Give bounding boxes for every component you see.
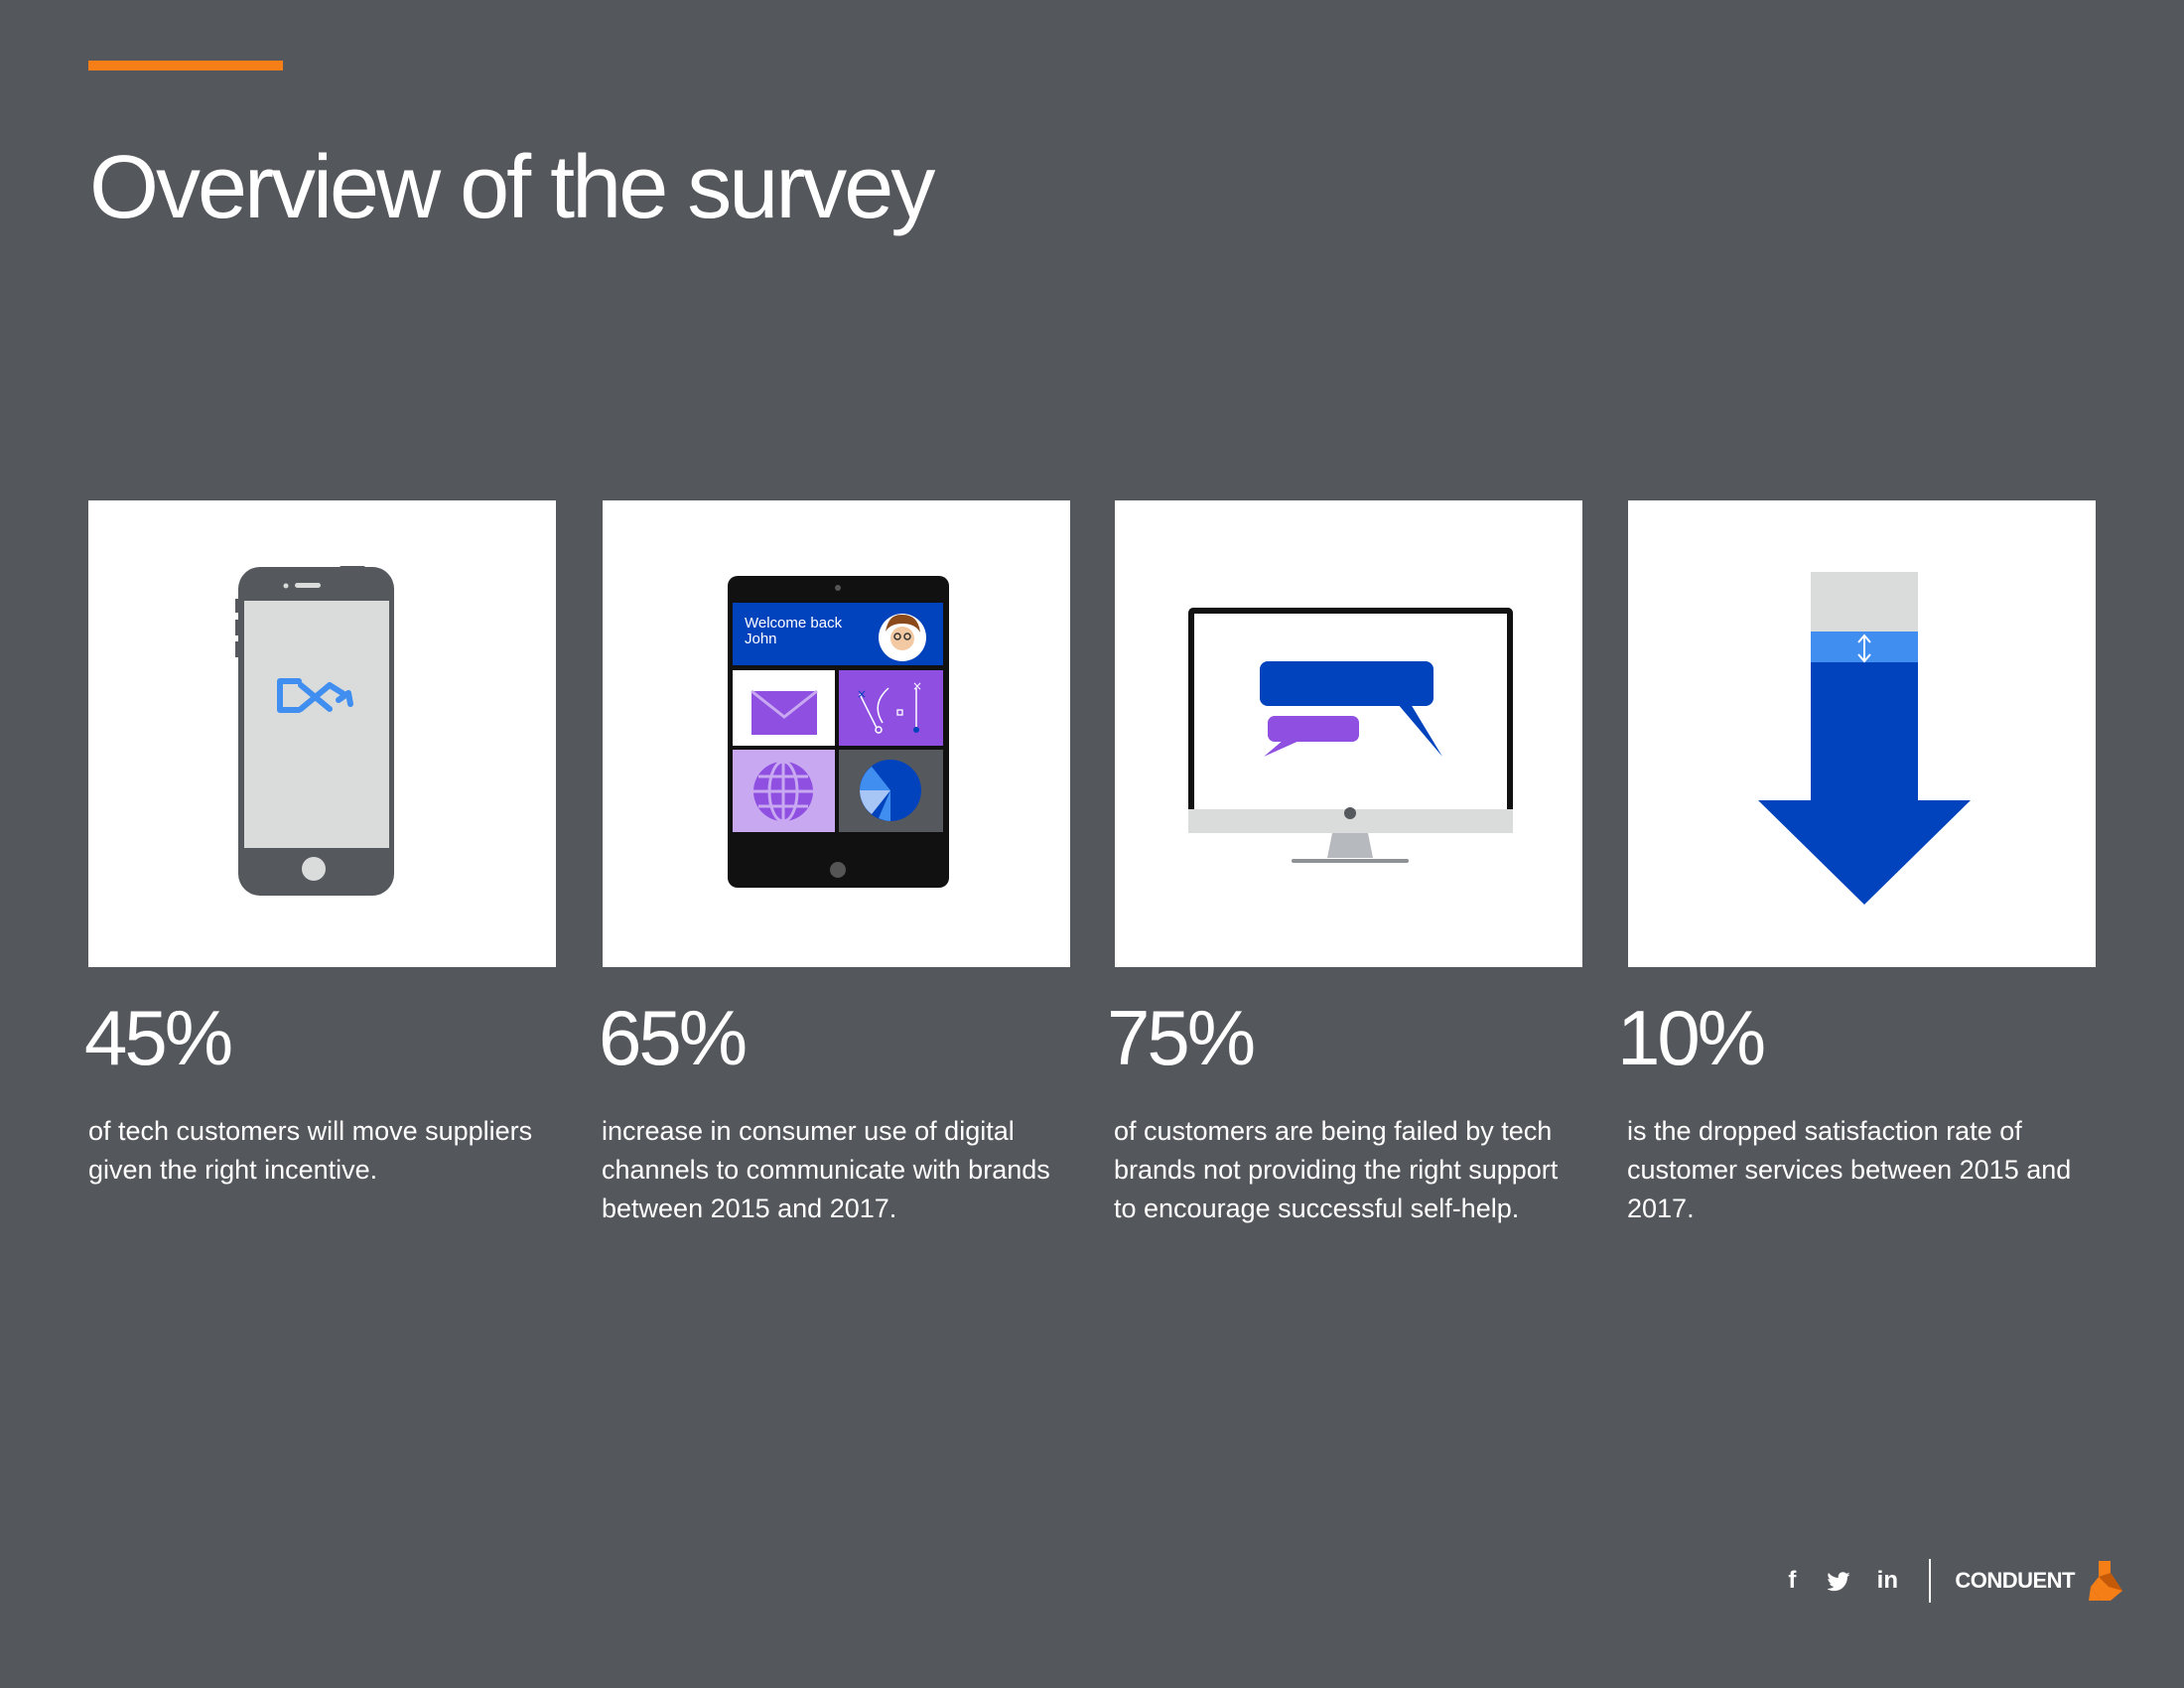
facebook-icon[interactable]: f	[1788, 1567, 1797, 1594]
footer: f in CONDUENT	[1768, 1554, 2128, 1608]
stat-value-1: 45%	[84, 994, 233, 1081]
stat-description-4: is the dropped satisfaction rate of cust…	[1627, 1116, 2072, 1223]
stat-value-4: 10%	[1617, 994, 1766, 1081]
page-title: Overview of the survey	[89, 138, 935, 237]
brand-name: CONDUENT	[1955, 1568, 2075, 1593]
stat-description-2: increase in consumer use of digital chan…	[602, 1116, 1050, 1223]
accent-bar	[88, 61, 283, 70]
stat-description-3: of customers are being failed by tech br…	[1114, 1116, 1559, 1223]
stat-value-2: 65%	[599, 994, 748, 1081]
down-arrow-icon	[1758, 572, 1971, 905]
tablet-user-name: John	[745, 631, 777, 647]
desktop-chat-icon	[1188, 608, 1513, 863]
svg-text:×: ×	[857, 687, 867, 701]
stat-card-3	[1115, 500, 1582, 967]
stat-card-4	[1628, 500, 2096, 967]
stat-value-3: 75%	[1107, 994, 1256, 1081]
conduent-logo	[2089, 1561, 2122, 1601]
stat-card-2: Welcome back John × ×	[603, 500, 1070, 967]
stat-description-1: of tech customers will move suppliers gi…	[88, 1116, 533, 1185]
stat-card-1	[88, 500, 556, 967]
svg-text:×: ×	[912, 679, 922, 693]
footer-divider	[1929, 1559, 1932, 1603]
tablet-welcome-text: Welcome back	[745, 615, 843, 632]
twitter-icon[interactable]	[1816, 1567, 1863, 1595]
tablet-apps-icon: Welcome back John × ×	[728, 576, 949, 888]
linkedin-icon[interactable]: in	[1876, 1567, 1898, 1594]
smartphone-switch-icon	[235, 566, 394, 896]
